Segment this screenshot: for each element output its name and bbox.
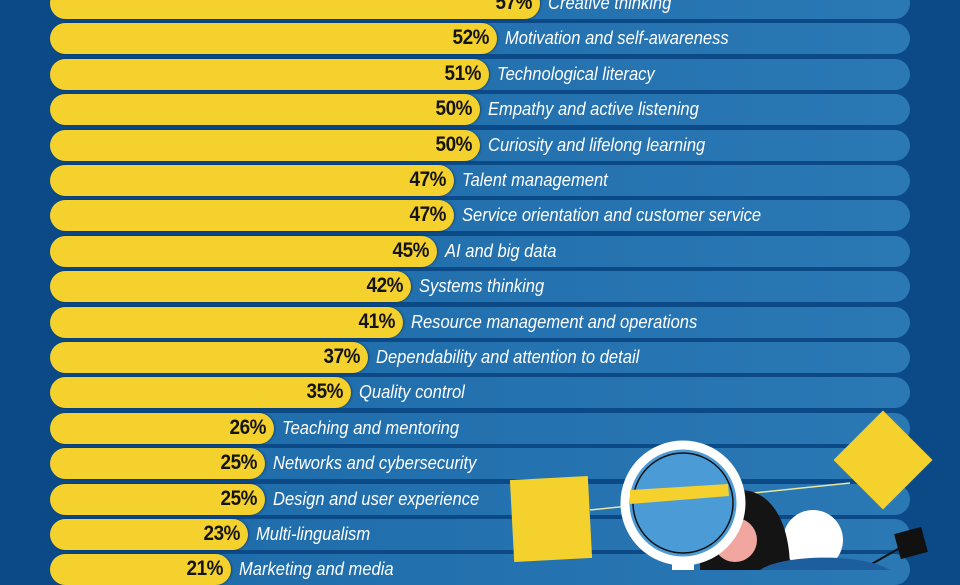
- bar-track: 52% Motivation and self-awareness: [50, 23, 910, 55]
- bar: [50, 377, 351, 409]
- category-label: Design and user experience: [273, 488, 480, 509]
- bar: [50, 271, 412, 303]
- bar: [50, 200, 455, 232]
- value-label: 41%: [358, 309, 395, 333]
- category-label: Creative thinking: [548, 0, 672, 13]
- bar: [50, 412, 274, 444]
- value-label: 35%: [306, 380, 344, 404]
- value-label: 42%: [366, 274, 404, 298]
- bar-track: 41% Resource management and operations: [50, 306, 910, 338]
- category-label: Technological literacy: [496, 63, 655, 84]
- bar: [50, 306, 403, 338]
- category-label: Multi-lingualism: [255, 524, 370, 544]
- bar-track: 37% Dependability and attention to detail: [50, 342, 910, 373]
- category-label: AI and big data: [445, 240, 557, 261]
- bar: [50, 94, 480, 126]
- bar-track: 26% Teaching and mentoring: [50, 412, 910, 444]
- bar: [50, 129, 480, 161]
- bar: [50, 0, 541, 19]
- bar-track: 50% Curiosity and lifelong learning: [50, 129, 910, 161]
- category-label: Quality control: [359, 382, 465, 403]
- bar: [50, 342, 369, 373]
- bar: [50, 23, 498, 55]
- category-label: Curiosity and lifelong learning: [488, 134, 706, 155]
- category-label: Talent management: [462, 170, 608, 190]
- value-label: 51%: [444, 61, 481, 85]
- category-label: Motivation and self-awareness: [505, 28, 729, 49]
- bar: [50, 58, 489, 90]
- bar: [50, 519, 248, 550]
- value-label: 26%: [229, 415, 266, 439]
- value-label: 52%: [452, 26, 490, 50]
- bar-track: 25% Networks and cybersecurity: [50, 448, 910, 480]
- bar: [50, 483, 265, 515]
- bar-track: 50% Empathy and active listening: [50, 94, 910, 126]
- category-label: Resource management and operations: [410, 311, 697, 332]
- value-label: 37%: [323, 345, 361, 368]
- bar-chart: 57% Creative thinking 52% Motivation and se…: [50, 0, 910, 585]
- category-label: Networks and cybersecurity: [273, 453, 477, 474]
- bar-track: 51% Technological literacy: [50, 58, 910, 90]
- bar-track: 57% Creative thinking: [50, 0, 910, 19]
- value-label: 25%: [220, 486, 258, 510]
- category-label: Empathy and active listening: [488, 99, 699, 120]
- category-label: Teaching and mentoring: [281, 417, 459, 438]
- bar-track: 42% Systems thinking: [50, 271, 910, 303]
- value-label: 21%: [186, 557, 223, 581]
- bar-track: 23% Multi-lingualism: [50, 519, 910, 550]
- value-label: 45%: [392, 238, 430, 262]
- bar-track: 35% Quality control: [50, 377, 910, 409]
- bar-track: 47% Service orientation and customer serv…: [50, 200, 910, 232]
- bar-track: 25% Design and user experience: [50, 483, 910, 515]
- bar-track: 47% Talent management: [50, 165, 910, 196]
- category-label: Systems thinking: [419, 276, 545, 297]
- value-label: 47%: [409, 168, 447, 191]
- value-label: 25%: [220, 451, 258, 475]
- value-label: 23%: [203, 522, 240, 545]
- value-label: 50%: [435, 97, 473, 121]
- bar: [50, 448, 265, 480]
- value-label: 57%: [495, 0, 533, 14]
- value-label: 47%: [409, 203, 447, 227]
- bar-track: 45% AI and big data: [50, 235, 910, 267]
- category-label: Service orientation and customer service: [462, 205, 762, 226]
- bar: [50, 165, 455, 196]
- value-label: 50%: [435, 132, 473, 156]
- bar: [50, 235, 437, 267]
- category-label: Dependability and attention to detail: [376, 347, 640, 367]
